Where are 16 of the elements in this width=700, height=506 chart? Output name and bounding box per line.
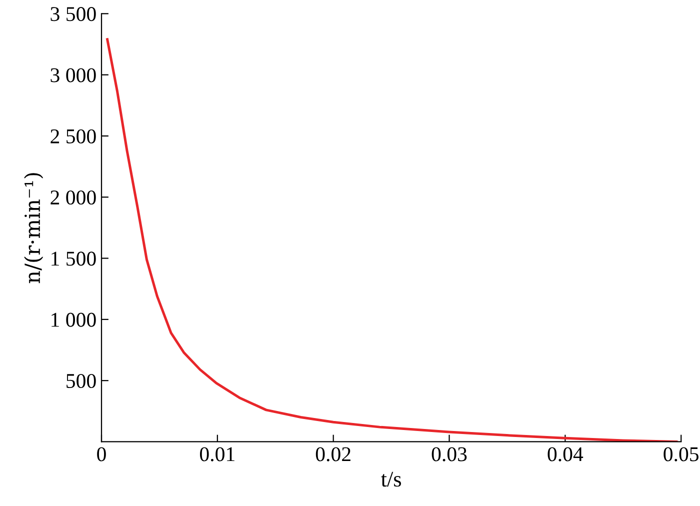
x-tick-label: 0.02	[316, 447, 350, 462]
x-axis-title: t/s	[381, 472, 401, 487]
line-series	[106, 38, 678, 442]
y-tick-label: 1 500	[52, 252, 96, 266]
y-tick-label: 1 000	[52, 312, 96, 327]
y-tick-label: 500	[66, 374, 96, 388]
y-tick-label: 2 500	[50, 129, 96, 144]
x-tick-label: 0.01	[200, 447, 234, 462]
x-tick-label: 0.04	[548, 447, 584, 462]
x-tick-label: 0	[97, 447, 106, 462]
y-tick-label: 3 500	[50, 7, 96, 22]
x-tick-label: 0.03	[432, 447, 467, 462]
y-tick-label: 2 000	[50, 190, 96, 205]
y-axis-title: n/(r·min⁻¹)	[24, 173, 44, 284]
x-tick-label: 0.05	[664, 447, 699, 462]
y-tick-label: 3 000	[50, 68, 96, 82]
